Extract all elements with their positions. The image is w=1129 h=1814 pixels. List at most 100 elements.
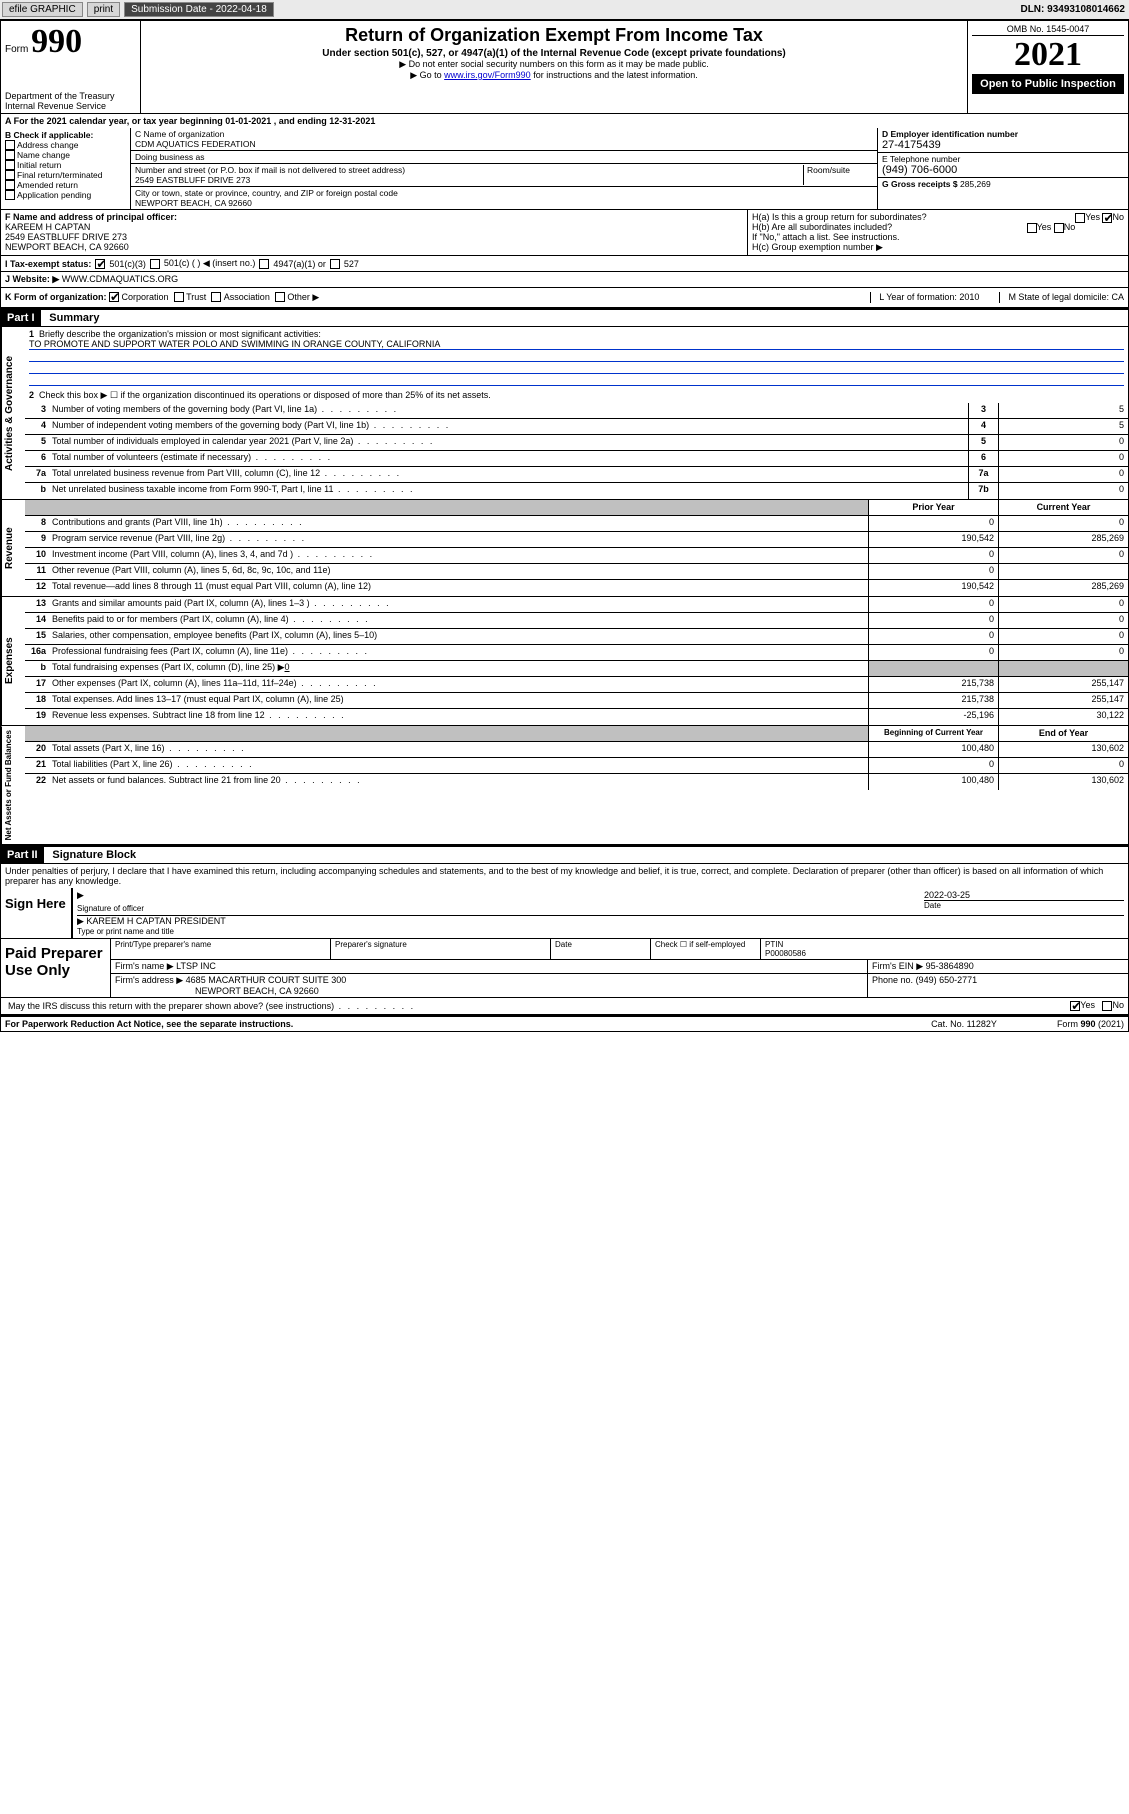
irs-link[interactable]: www.irs.gov/Form990: [444, 70, 531, 80]
discuss-yes[interactable]: [1070, 1001, 1080, 1011]
line18-prior: 215,738: [868, 693, 998, 708]
sidebar-expenses: Expenses: [1, 597, 25, 725]
gross-receipts: 285,269: [960, 179, 991, 189]
chk-address-change[interactable]: Address change: [5, 140, 126, 150]
part-i-bar: Part I Summary: [1, 309, 1128, 327]
ptin-label: PTIN: [765, 940, 1124, 949]
hb-yes[interactable]: [1027, 223, 1037, 233]
line20-prior: 100,480: [868, 742, 998, 757]
h-b-note: If "No," attach a list. See instructions…: [752, 232, 1124, 242]
chk-association[interactable]: [211, 292, 221, 302]
part-i-title: Summary: [43, 310, 105, 326]
line12-text: Total revenue—add lines 8 through 11 (mu…: [49, 580, 868, 596]
form-container: Form 990 Department of the Treasury Inte…: [0, 20, 1129, 1032]
form-footer: For Paperwork Reduction Act Notice, see …: [1, 1016, 1128, 1031]
line12-prior: 190,542: [868, 580, 998, 596]
org-address: 2549 EASTBLUFF DRIVE 273: [135, 175, 803, 185]
hb-no[interactable]: [1054, 223, 1064, 233]
current-year-header: Current Year: [998, 500, 1128, 515]
line7b-text: Net unrelated business taxable income fr…: [49, 483, 968, 499]
declaration-text: Under penalties of perjury, I declare th…: [1, 864, 1128, 888]
chk-final-return[interactable]: Final return/terminated: [5, 170, 126, 180]
chk-527[interactable]: [330, 259, 340, 269]
firm-phone-label: Phone no.: [872, 975, 913, 985]
m-state-domicile: M State of legal domicile: CA: [999, 292, 1124, 303]
form-subtitle: Under section 501(c), 527, or 4947(a)(1)…: [145, 48, 963, 59]
chk-application-pending[interactable]: Application pending: [5, 190, 126, 200]
sidebar-governance: Activities & Governance: [1, 327, 25, 499]
chk-initial-return[interactable]: Initial return: [5, 160, 126, 170]
chk-name-change[interactable]: Name change: [5, 150, 126, 160]
chk-amended-return[interactable]: Amended return: [5, 180, 126, 190]
expenses-section: Expenses 13Grants and similar amounts pa…: [1, 597, 1128, 726]
line7b-val: 0: [998, 483, 1128, 499]
website-url: WWW.CDMAQUATICS.ORG: [62, 274, 178, 285]
h-c-label: H(c) Group exemption number ▶: [752, 242, 1124, 253]
sig-date-value: 2022-03-25: [924, 890, 1124, 900]
tax-year: 2021: [972, 36, 1124, 74]
mission-text: TO PROMOTE AND SUPPORT WATER POLO AND SW…: [29, 339, 1124, 350]
line1-label: Briefly describe the organization's miss…: [39, 329, 321, 339]
paid-preparer-label: Paid Preparer Use Only: [1, 939, 111, 997]
section-klm: K Form of organization: Corporation Trus…: [1, 288, 1128, 309]
line6-text: Total number of volunteers (estimate if …: [49, 451, 968, 466]
chk-501c3[interactable]: [95, 259, 105, 269]
g-label: G Gross receipts $: [882, 179, 958, 189]
name-title-label: Type or print name and title: [77, 927, 1124, 936]
line8-text: Contributions and grants (Part VIII, lin…: [49, 516, 868, 531]
netassets-section: Net Assets or Fund Balances Beginning of…: [1, 726, 1128, 846]
open-inspection: Open to Public Inspection: [972, 74, 1124, 94]
line16a-prior: 0: [868, 645, 998, 660]
firm-addr2: NEWPORT BEACH, CA 92660: [115, 986, 863, 996]
footer-mid: Cat. No. 11282Y: [931, 1019, 997, 1029]
sign-here-label: Sign Here: [1, 888, 71, 938]
section-fh: F Name and address of principal officer:…: [1, 210, 1128, 256]
line9-curr: 285,269: [998, 532, 1128, 547]
line21-text: Total liabilities (Part X, line 26): [49, 758, 868, 773]
line19-curr: 30,122: [998, 709, 1128, 725]
line8-prior: 0: [868, 516, 998, 531]
chk-corporation[interactable]: [109, 292, 119, 302]
j-label: J Website: ▶: [5, 274, 59, 285]
efile-button[interactable]: efile GRAPHIC: [2, 2, 83, 17]
line16a-text: Professional fundraising fees (Part IX, …: [49, 645, 868, 660]
chk-trust[interactable]: [174, 292, 184, 302]
line10-text: Investment income (Part VIII, column (A)…: [49, 548, 868, 563]
line21-prior: 0: [868, 758, 998, 773]
line16b-text: Total fundraising expenses (Part IX, col…: [49, 661, 868, 676]
section-f: F Name and address of principal officer:…: [1, 210, 748, 255]
h-a-label: H(a) Is this a group return for subordin…: [752, 212, 927, 222]
chk-other[interactable]: [275, 292, 285, 302]
line21-curr: 0: [998, 758, 1128, 773]
governance-section: Activities & Governance 1 Briefly descri…: [1, 327, 1128, 500]
title-cell: Return of Organization Exempt From Incom…: [141, 21, 968, 113]
line22-text: Net assets or fund balances. Subtract li…: [49, 774, 868, 790]
officer-addr2: NEWPORT BEACH, CA 92660: [5, 242, 743, 252]
discuss-text: May the IRS discuss this return with the…: [5, 1000, 1004, 1012]
part-i-header: Part I: [1, 310, 41, 326]
footer-left: For Paperwork Reduction Act Notice, see …: [5, 1019, 293, 1029]
print-button[interactable]: print: [87, 2, 120, 17]
line17-curr: 255,147: [998, 677, 1128, 692]
note2-post: for instructions and the latest informat…: [531, 70, 698, 80]
section-c: C Name of organization CDM AQUATICS FEDE…: [131, 128, 878, 209]
line19-text: Revenue less expenses. Subtract line 18 …: [49, 709, 868, 725]
chk-4947[interactable]: [259, 259, 269, 269]
firm-ein: 95-3864890: [926, 961, 974, 971]
i-label: I Tax-exempt status:: [5, 259, 91, 269]
chk-501c[interactable]: [150, 259, 160, 269]
org-name: CDM AQUATICS FEDERATION: [135, 139, 873, 149]
form-number: 990: [31, 23, 82, 60]
form-number-cell: Form 990 Department of the Treasury Inte…: [1, 21, 141, 113]
line20-text: Total assets (Part X, line 16): [49, 742, 868, 757]
ptin-value: P00080586: [765, 949, 1124, 958]
ha-yes[interactable]: [1075, 213, 1085, 223]
pp-name-label: Print/Type preparer's name: [111, 939, 331, 959]
line14-curr: 0: [998, 613, 1128, 628]
line15-curr: 0: [998, 629, 1128, 644]
section-deg: D Employer identification number 27-4175…: [878, 128, 1128, 209]
begin-year-header: Beginning of Current Year: [868, 726, 998, 741]
discuss-no[interactable]: [1102, 1001, 1112, 1011]
part-ii-header: Part II: [1, 847, 44, 863]
ha-no[interactable]: [1102, 213, 1112, 223]
